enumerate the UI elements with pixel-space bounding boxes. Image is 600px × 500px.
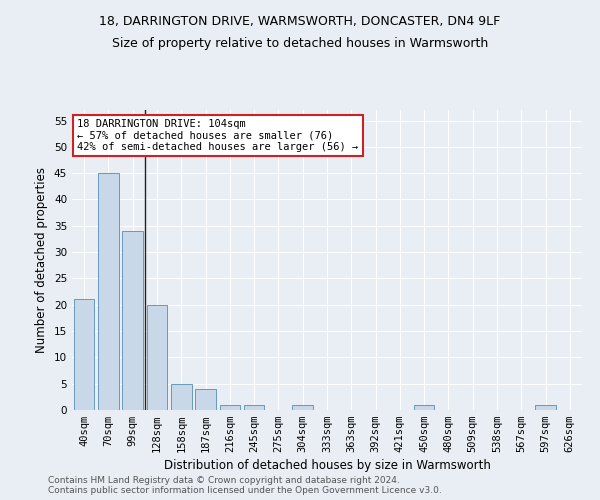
Bar	[98, 173, 119, 410]
Bar	[244, 404, 265, 410]
Bar	[414, 404, 434, 410]
Text: Contains HM Land Registry data © Crown copyright and database right 2024.: Contains HM Land Registry data © Crown c…	[48, 476, 400, 485]
Bar	[74, 300, 94, 410]
Text: Size of property relative to detached houses in Warmsworth: Size of property relative to detached ho…	[112, 38, 488, 51]
Bar	[195, 389, 216, 410]
Bar	[535, 404, 556, 410]
Bar	[171, 384, 191, 410]
Text: 18, DARRINGTON DRIVE, WARMSWORTH, DONCASTER, DN4 9LF: 18, DARRINGTON DRIVE, WARMSWORTH, DONCAS…	[100, 15, 500, 28]
Bar	[220, 404, 240, 410]
Bar	[292, 404, 313, 410]
Text: 18 DARRINGTON DRIVE: 104sqm
← 57% of detached houses are smaller (76)
42% of sem: 18 DARRINGTON DRIVE: 104sqm ← 57% of det…	[77, 119, 358, 152]
Bar	[146, 304, 167, 410]
Text: Contains public sector information licensed under the Open Government Licence v3: Contains public sector information licen…	[48, 486, 442, 495]
X-axis label: Distribution of detached houses by size in Warmsworth: Distribution of detached houses by size …	[164, 460, 490, 472]
Bar	[122, 231, 143, 410]
Y-axis label: Number of detached properties: Number of detached properties	[35, 167, 49, 353]
